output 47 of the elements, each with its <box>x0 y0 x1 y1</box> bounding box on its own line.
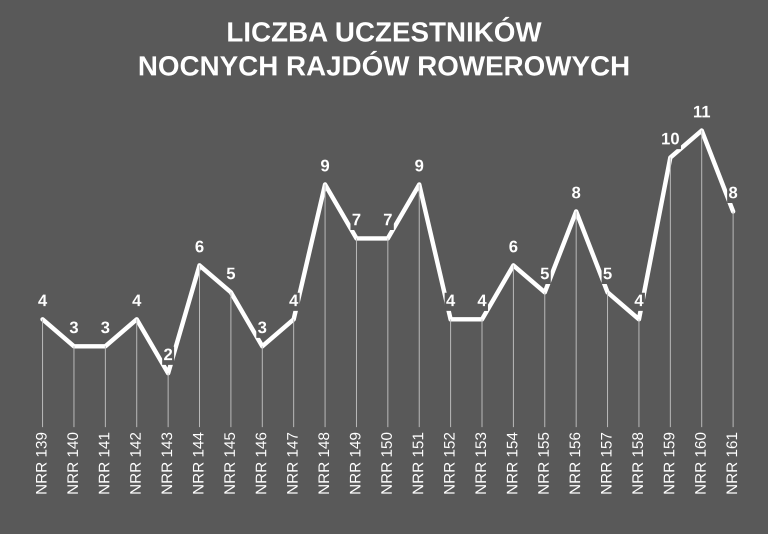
data-label: 4 <box>38 294 48 306</box>
data-label: 7 <box>384 214 392 226</box>
data-label: 6 <box>195 240 204 252</box>
x-tick-label: NRR 144 <box>192 432 204 494</box>
data-label: 8 <box>729 186 738 198</box>
x-tick-label: NRR 148 <box>318 432 330 494</box>
x-tick-label: NRR 147 <box>287 432 298 494</box>
x-tick-label: NRR 153 <box>475 432 486 494</box>
x-tick-label: NRR 156 <box>569 432 580 494</box>
data-label: 3 <box>258 321 266 334</box>
chart-title: LICZBA UCZESTNIKÓW NOCNYCH RAJDÓW ROWEROWYCH <box>140 16 628 76</box>
data-label: 4 <box>446 294 456 306</box>
data-label: 10 <box>662 132 679 144</box>
x-tick-label: NRR 160 <box>695 432 706 494</box>
x-tick-label: NRR 152 <box>444 432 455 494</box>
x-tick-label: NRR 159 <box>664 432 674 494</box>
x-tick-label: NRR 150 <box>381 432 392 494</box>
data-label: 8 <box>572 186 580 198</box>
data-label: 9 <box>415 160 424 172</box>
data-label: 3 <box>70 321 78 334</box>
x-tick-label: NRR 146 <box>256 432 266 494</box>
x-tick-label: NRR 145 <box>224 432 235 494</box>
x-tick-label: NRR 158 <box>632 432 644 494</box>
x-tick-label: NRR 151 <box>412 432 424 494</box>
x-tick-label: NRR 142 <box>130 432 141 494</box>
data-label: 7 <box>352 214 360 226</box>
data-label: 6 <box>509 240 518 252</box>
x-tick-label: NRR 139 <box>36 432 47 494</box>
x-tick-label: NRR 143 <box>161 432 172 494</box>
data-label: 4 <box>132 294 142 306</box>
x-tick-label: NRR 140 <box>67 432 78 494</box>
data-label: 11 <box>694 106 710 118</box>
data-label: 3 <box>101 321 110 334</box>
x-tick-label: NRR 154 <box>506 432 518 494</box>
data-label: 2 <box>164 348 172 360</box>
data-label: 5 <box>603 268 612 280</box>
data-label: 4 <box>289 294 298 306</box>
x-tick-label: NRR 157 <box>600 432 612 494</box>
data-label: 4 <box>634 294 644 306</box>
data-label: 4 <box>478 294 487 306</box>
data-label: 5 <box>540 268 549 280</box>
data-label: 9 <box>321 160 330 172</box>
x-tick-label: NRR 161 <box>726 432 738 494</box>
x-tick-label: NRR 149 <box>350 432 361 494</box>
data-label: 5 <box>226 268 236 280</box>
x-tick-label: NRR 141 <box>98 432 110 494</box>
x-tick-label: NRR 155 <box>538 432 549 494</box>
